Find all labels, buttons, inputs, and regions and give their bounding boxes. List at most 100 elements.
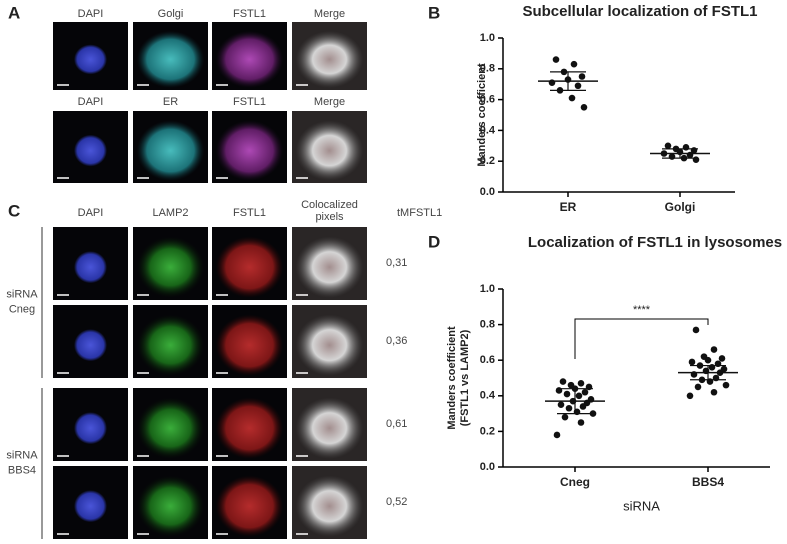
significance-label: **** bbox=[633, 304, 651, 316]
data-point bbox=[568, 94, 576, 102]
y-tick-label: 0.6 bbox=[480, 354, 495, 366]
data-point bbox=[561, 413, 569, 421]
cell bbox=[215, 120, 284, 181]
y-axis-label: Manders coefficient bbox=[446, 326, 458, 430]
column-header: FSTL1 bbox=[233, 96, 266, 108]
column-header: pixels bbox=[315, 211, 344, 223]
nucleus bbox=[74, 44, 107, 75]
chart-title: Subcellular localization of FSTL1 bbox=[522, 3, 757, 20]
data-point bbox=[686, 392, 694, 400]
cell bbox=[295, 475, 364, 537]
significance-bracket bbox=[574, 318, 709, 359]
cell bbox=[295, 314, 364, 376]
column-header: Merge bbox=[314, 96, 345, 108]
y-tick-label: 0.8 bbox=[480, 319, 495, 331]
data-point bbox=[686, 151, 694, 159]
cell bbox=[295, 397, 364, 459]
cell bbox=[136, 30, 205, 88]
x-tick-label: Cneg bbox=[560, 475, 590, 489]
data-point bbox=[548, 79, 556, 86]
panel-label: B bbox=[428, 3, 440, 22]
data-point bbox=[570, 60, 578, 68]
data-point bbox=[688, 358, 696, 366]
data-point bbox=[578, 73, 586, 80]
y-tick-label: 0.4 bbox=[480, 124, 496, 136]
panel-label: C bbox=[8, 201, 20, 220]
y-tick-label: 0.4 bbox=[480, 390, 496, 402]
cell bbox=[215, 314, 284, 376]
data-point bbox=[575, 392, 583, 400]
data-point bbox=[694, 383, 702, 391]
data-point bbox=[580, 104, 588, 111]
colocalization-value: 0,61 bbox=[386, 418, 407, 430]
y-tick-label: 0.2 bbox=[480, 425, 495, 437]
column-header: DAPI bbox=[78, 96, 104, 108]
group-label: BBS4 bbox=[8, 464, 36, 476]
cell bbox=[295, 120, 364, 181]
y-tick-label: 0.8 bbox=[480, 63, 495, 75]
column-header: DAPI bbox=[78, 207, 104, 219]
data-point bbox=[557, 401, 565, 409]
nucleus bbox=[74, 134, 107, 167]
column-header: FSTL1 bbox=[233, 207, 266, 219]
cell bbox=[136, 397, 205, 459]
column-header: LAMP2 bbox=[152, 207, 188, 219]
data-point bbox=[668, 153, 676, 160]
data-point bbox=[565, 404, 573, 412]
y-tick-label: 0.0 bbox=[480, 186, 495, 198]
column-header: Colocalized bbox=[301, 199, 358, 211]
data-point bbox=[553, 431, 561, 439]
x-axis-label: siRNA bbox=[623, 498, 660, 513]
data-point bbox=[577, 380, 585, 387]
x-tick-label: Golgi bbox=[665, 200, 696, 214]
colocalization-value: 0,31 bbox=[386, 257, 407, 269]
cell bbox=[215, 236, 284, 298]
nucleus bbox=[74, 251, 107, 284]
column-header: Merge bbox=[314, 8, 345, 20]
group-label: Cneg bbox=[9, 303, 35, 315]
cell bbox=[136, 314, 205, 376]
column-header: ER bbox=[163, 96, 178, 108]
y-tick-label: 0.2 bbox=[480, 155, 495, 167]
column-header: FSTL1 bbox=[233, 8, 266, 20]
cell bbox=[295, 30, 364, 88]
data-point bbox=[682, 144, 690, 151]
y-axis-label: (FSTL1 vs LAMP2) bbox=[459, 329, 471, 426]
panel-label: A bbox=[8, 3, 20, 22]
nucleus bbox=[74, 329, 107, 362]
group-label: siRNA bbox=[6, 288, 38, 300]
cell bbox=[215, 475, 284, 537]
cell bbox=[215, 30, 284, 88]
data-point bbox=[559, 378, 567, 385]
colocalization-value: 0,36 bbox=[386, 335, 407, 347]
data-point bbox=[722, 381, 730, 389]
data-point bbox=[710, 388, 718, 396]
cell bbox=[136, 120, 205, 181]
data-point bbox=[552, 56, 560, 63]
panel-label: D bbox=[428, 232, 440, 251]
cell bbox=[136, 236, 205, 298]
data-point bbox=[579, 403, 587, 410]
data-point bbox=[710, 346, 718, 353]
cell bbox=[215, 397, 284, 459]
data-point bbox=[692, 156, 700, 163]
data-point bbox=[664, 142, 672, 150]
colocalization-value: 0,52 bbox=[386, 496, 407, 508]
chart-title: Localization of FSTL1 in lysosomes bbox=[528, 234, 782, 251]
data-point bbox=[563, 390, 571, 398]
x-tick-label: ER bbox=[560, 200, 577, 214]
data-point bbox=[718, 355, 726, 362]
group-label: siRNA bbox=[6, 449, 38, 461]
nucleus bbox=[74, 412, 107, 445]
y-tick-label: 0.0 bbox=[480, 461, 495, 473]
y-tick-label: 1.0 bbox=[480, 283, 495, 295]
nucleus bbox=[74, 490, 107, 523]
data-point bbox=[574, 82, 582, 90]
column-header: Golgi bbox=[158, 8, 184, 20]
y-tick-label: 1.0 bbox=[480, 32, 495, 44]
data-point bbox=[577, 419, 585, 426]
cell bbox=[295, 236, 364, 298]
column-header: DAPI bbox=[78, 8, 104, 20]
data-point bbox=[692, 326, 700, 334]
